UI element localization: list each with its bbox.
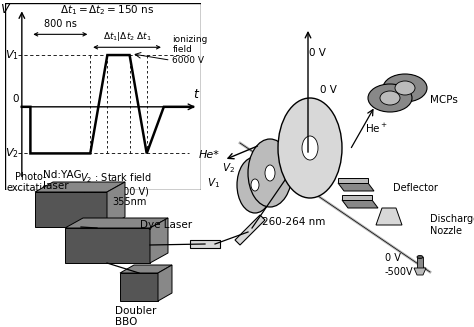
Polygon shape [120, 273, 158, 301]
Text: $\Delta t_1 = \Delta t_2 = 150\ \mathrm{ns}$: $\Delta t_1 = \Delta t_2 = 150\ \mathrm{… [60, 3, 155, 17]
Polygon shape [376, 208, 402, 225]
Text: MCPs: MCPs [430, 95, 458, 105]
Text: He$^+$: He$^+$ [365, 121, 388, 134]
Text: 0: 0 [13, 94, 19, 104]
Text: $V_1$: $V_1$ [207, 176, 220, 190]
Text: $V_2$: $V_2$ [5, 146, 18, 160]
Text: He*: He* [199, 150, 220, 160]
Text: Deflector: Deflector [393, 183, 438, 193]
Text: 0 V: 0 V [309, 48, 326, 58]
Polygon shape [120, 265, 172, 273]
Ellipse shape [383, 74, 427, 102]
Polygon shape [150, 218, 168, 263]
Text: 800 ns: 800 ns [44, 19, 77, 29]
Text: 0 V: 0 V [385, 253, 401, 263]
Ellipse shape [395, 81, 415, 95]
Text: $V_2\ $: Stark field
( 0~-1 600 V): $V_2\ $: Stark field ( 0~-1 600 V) [80, 172, 152, 197]
Text: BBO: BBO [115, 317, 137, 327]
Ellipse shape [417, 255, 423, 259]
Polygon shape [107, 182, 125, 227]
Text: Dye Laser: Dye Laser [140, 220, 192, 230]
Ellipse shape [302, 136, 318, 160]
Polygon shape [35, 192, 107, 227]
Polygon shape [338, 183, 374, 191]
Ellipse shape [265, 165, 275, 181]
Text: -500V: -500V [385, 267, 414, 277]
Text: $\Delta t_1|\Delta t_2\ \Delta t_1$: $\Delta t_1|\Delta t_2\ \Delta t_1$ [102, 30, 152, 43]
Text: $t$: $t$ [192, 88, 200, 101]
Polygon shape [338, 178, 368, 183]
Text: $V$: $V$ [0, 3, 11, 16]
Polygon shape [65, 218, 168, 228]
Polygon shape [414, 268, 426, 275]
Polygon shape [190, 240, 220, 248]
Text: 260-264 nm: 260-264 nm [262, 217, 325, 227]
Text: laser: laser [43, 181, 69, 191]
Polygon shape [342, 200, 378, 208]
Ellipse shape [237, 157, 273, 213]
Text: 0 V: 0 V [320, 85, 337, 95]
Ellipse shape [248, 139, 292, 207]
Ellipse shape [251, 179, 259, 191]
Polygon shape [417, 257, 423, 268]
Ellipse shape [368, 84, 412, 112]
Text: ionizing
field
6000 V: ionizing field 6000 V [173, 35, 208, 65]
Text: Doubler: Doubler [115, 306, 156, 316]
Text: $V_1$: $V_1$ [5, 48, 18, 62]
Polygon shape [158, 265, 172, 301]
Text: Nd:YAG: Nd:YAG [43, 170, 82, 180]
Polygon shape [65, 228, 150, 263]
Text: $V_2$: $V_2$ [222, 161, 235, 175]
Ellipse shape [278, 98, 342, 198]
Ellipse shape [380, 91, 400, 105]
Polygon shape [35, 182, 125, 192]
Text: Discharge
Nozzle: Discharge Nozzle [430, 214, 474, 236]
Text: 355nm: 355nm [112, 197, 146, 207]
Polygon shape [235, 215, 265, 245]
Polygon shape [342, 195, 372, 200]
Text: Photo-
excitation: Photo- excitation [6, 172, 55, 193]
